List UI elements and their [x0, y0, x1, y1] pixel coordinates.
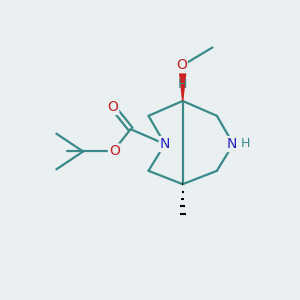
Text: N: N	[226, 137, 237, 151]
Polygon shape	[179, 65, 187, 101]
Text: H: H	[178, 78, 188, 91]
Text: H: H	[241, 137, 250, 150]
Text: N: N	[160, 137, 170, 151]
Text: O: O	[107, 100, 118, 114]
Text: O: O	[109, 145, 120, 158]
Text: O: O	[176, 58, 187, 72]
